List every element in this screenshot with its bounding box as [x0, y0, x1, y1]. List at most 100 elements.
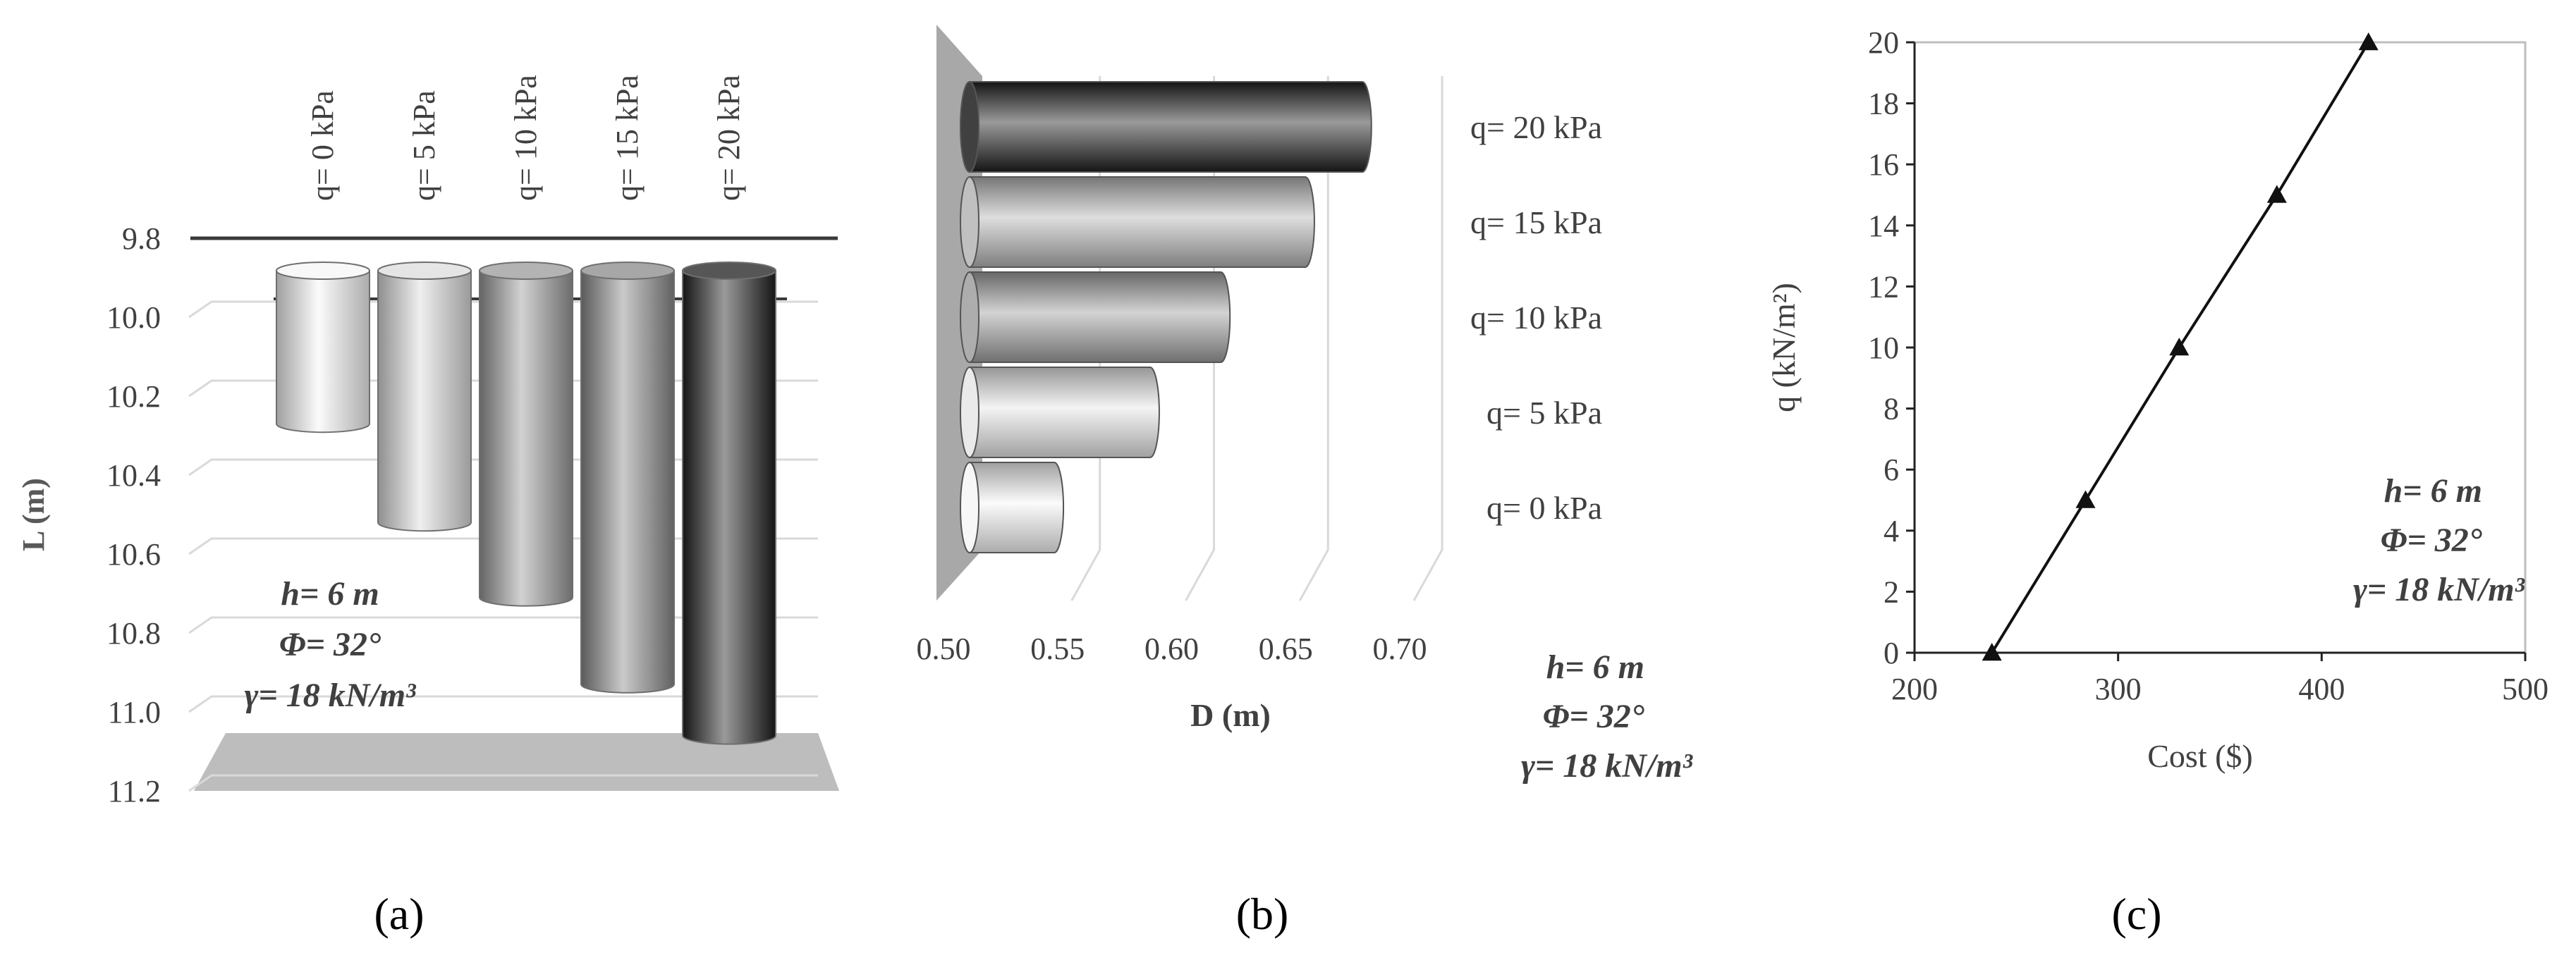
chart-b-xtick: 0.55: [1030, 632, 1085, 666]
chart-a-bar-cap: [276, 262, 370, 280]
chart-a: 9.8 10.0 10.2 10.4 10.6 10.8 11.0 11.2 L (m) q=…: [16, 75, 839, 939]
chart-b-xtick: 0.65: [1259, 632, 1313, 666]
chart-b-bar-body: [969, 271, 1231, 363]
chart-c-ytick: 16: [1868, 147, 1899, 182]
chart-b-bar: [960, 81, 1372, 173]
annotation-height: h= 6 m: [281, 575, 379, 613]
chart-c-xtick: 400: [2298, 672, 2345, 706]
chart-c-ylabel: q (kN/m²): [1766, 283, 1802, 412]
chart-a-category-label: q= 0 kPa: [305, 90, 340, 201]
chart-a-annotation: h= 6 m Φ= 32° γ= 18 kN/m³: [244, 575, 416, 714]
chart-a-bar: [276, 262, 370, 434]
chart-c-point: [2266, 185, 2287, 203]
chart-b-bar-cap: [960, 367, 979, 458]
chart-a-bar-body: [377, 270, 472, 532]
chart-b-bar-cap: [960, 81, 979, 173]
chart-a-ytick: 10.0: [106, 300, 161, 335]
chart-a-bar-body: [682, 270, 776, 745]
chart-c-point: [1982, 643, 2002, 661]
chart-c-ytick: 0: [1884, 636, 1899, 670]
chart-a-category-label: q= 10 kPa: [508, 75, 543, 201]
chart-a-ytick: 10.4: [106, 458, 161, 493]
chart-b-bar-cap: [960, 271, 979, 363]
chart-b-bar-cap: [960, 176, 979, 268]
chart-c-annotation: h= 6 m Φ= 32° γ= 18 kN/m³: [2353, 472, 2525, 608]
chart-a-ytick: 10.8: [106, 616, 161, 651]
chart-a-ytick: 11.0: [108, 695, 161, 730]
chart-c: 200 300 400 500 0 2 4 6 8 10 12 14 16 18 20 Cost ($) q…: [1766, 25, 2548, 939]
annotation-phi: Φ= 32°: [2381, 522, 2482, 559]
chart-b-bar-body: [969, 81, 1372, 173]
chart-a-bar-body: [580, 270, 675, 694]
chart-b-xtick: 0.70: [1373, 632, 1427, 666]
chart-b-xtick: 0.60: [1144, 632, 1199, 666]
chart-a-bar-body: [479, 270, 573, 607]
chart-b-bar: [960, 367, 1160, 458]
panel-label-c: (c): [2111, 889, 2161, 939]
chart-a-bar: [377, 262, 472, 532]
annotation-height: h= 6 m: [1546, 649, 1644, 686]
chart-c-ytick: 10: [1868, 331, 1899, 365]
chart-c-point: [2358, 32, 2379, 51]
chart-a-ytick: 11.2: [108, 774, 161, 809]
chart-b-bar: [960, 271, 1231, 363]
chart-c-ytick: 20: [1868, 25, 1899, 60]
chart-b-bar: [960, 462, 1065, 553]
annotation-height: h= 6 m: [2384, 472, 2482, 510]
chart-a-bar-cap: [682, 262, 776, 280]
chart-b: 0.50 0.55 0.60 0.65 0.70 D (m) q= 20 kPa q= 1…: [917, 25, 1693, 939]
chart-c-ytick: 14: [1868, 209, 1899, 243]
chart-a-bar: [580, 262, 675, 694]
annotation-gamma: γ= 18 kN/m³: [2353, 571, 2525, 608]
chart-a-bar: [682, 262, 776, 745]
chart-a-ylabel: L (m): [16, 478, 51, 551]
chart-b-bar-body: [969, 462, 1065, 553]
chart-c-point: [2169, 338, 2190, 356]
chart-a-category-label: q= 15 kPa: [610, 75, 645, 201]
chart-b-bar-body: [969, 367, 1160, 458]
chart-c-ytick: 4: [1884, 514, 1899, 548]
chart-a-gridline: [188, 774, 818, 792]
annotation-phi: Φ= 32°: [279, 626, 381, 663]
chart-b-gridline: [1298, 76, 1329, 601]
chart-a-bar-body: [276, 270, 370, 434]
chart-c-xtick: 200: [1891, 672, 1938, 706]
chart-c-ytick: 2: [1884, 574, 1899, 609]
chart-b-xtick: 0.50: [917, 632, 971, 666]
chart-c-ytick: 8: [1884, 392, 1899, 426]
chart-b-gridline: [1412, 76, 1443, 601]
chart-a-ytick: 10.2: [106, 379, 161, 414]
panel-label-b: (b): [1236, 889, 1289, 939]
panel-label-a: (a): [374, 889, 424, 939]
chart-a-category-label: q= 5 kPa: [407, 90, 441, 201]
chart-c-ytick: 12: [1868, 269, 1899, 304]
annotation-phi: Φ= 32°: [1543, 698, 1644, 735]
chart-a-ytick: 10.6: [106, 537, 161, 572]
chart-b-annotation: h= 6 m Φ= 32° γ= 18 kN/m³: [1521, 649, 1693, 785]
chart-c-ytick: 18: [1868, 87, 1899, 121]
chart-b-bar-body: [969, 176, 1315, 268]
chart-b-bar: [960, 176, 1315, 268]
chart-a-gridline: [188, 695, 818, 713]
chart-b-bar-cap: [960, 462, 979, 553]
chart-a-ytick: 9.8: [122, 221, 161, 256]
chart-b-xlabel: D (m): [1190, 697, 1271, 733]
annotation-gamma: γ= 18 kN/m³: [244, 677, 416, 714]
chart-a-bar-cap: [377, 262, 472, 280]
chart-c-ytick: 6: [1884, 453, 1899, 487]
chart-a-bar-cap: [580, 262, 675, 280]
chart-b-category-label: q= 5 kPa: [1487, 395, 1602, 431]
chart-c-xlabel: Cost ($): [2147, 738, 2253, 774]
chart-b-category-label: q= 20 kPa: [1470, 109, 1602, 145]
chart-a-bar: [479, 262, 573, 607]
chart-b-category-label: q= 0 kPa: [1487, 490, 1602, 526]
chart-a-bar-cap: [479, 262, 573, 280]
chart-b-category-label: q= 10 kPa: [1470, 300, 1602, 336]
chart-c-point: [2075, 490, 2096, 508]
chart-c-xtick: 300: [2095, 672, 2142, 706]
chart-c-xtick: 500: [2502, 672, 2548, 706]
annotation-gamma: γ= 18 kN/m³: [1521, 747, 1693, 785]
chart-c-plot-frame: [1913, 41, 2527, 654]
